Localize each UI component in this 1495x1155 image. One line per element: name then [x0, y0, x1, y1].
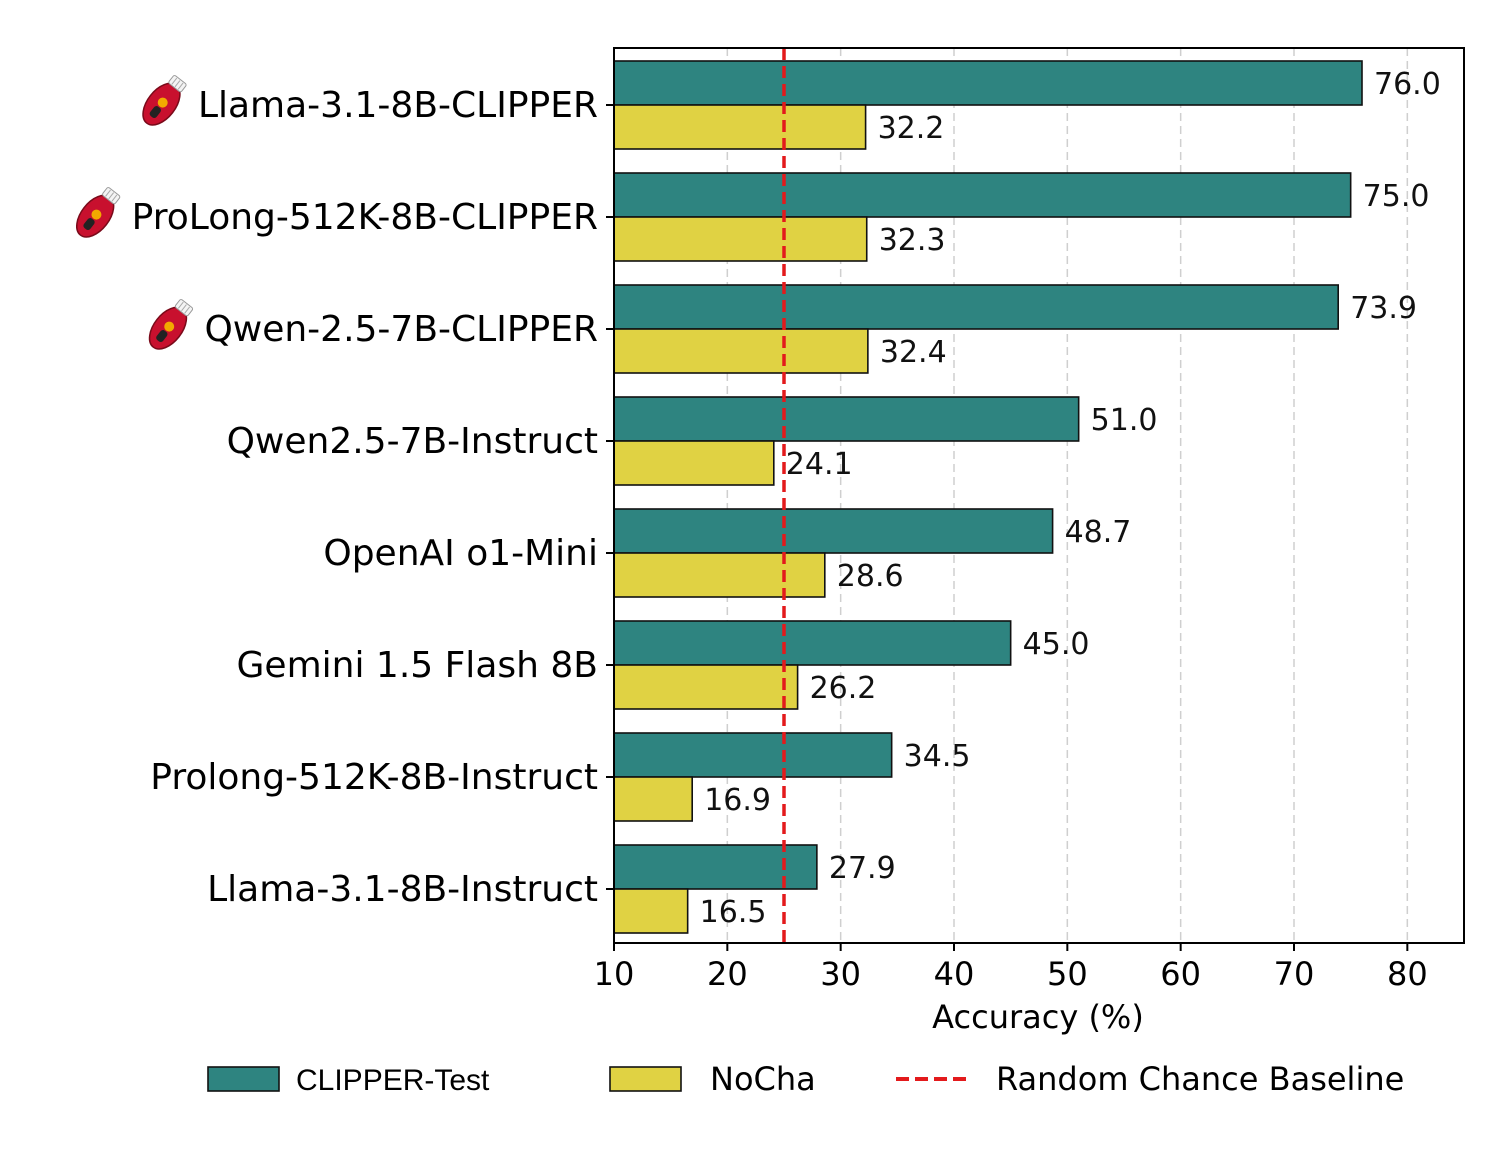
category-label: OpenAI o1-Mini — [323, 533, 598, 574]
category-label: Qwen2.5-7B-Instruct — [227, 421, 598, 462]
y-axis: Llama-3.1-8B-CLIPPER ProLong-512K-8B-CLIP… — [76, 75, 614, 910]
value-label: 48.7 — [1065, 515, 1132, 550]
value-labels: 76.0 75.0 73.9 51.0 48.7 45.0 34.5 27.9 32.2 32.3… — [700, 67, 1441, 930]
value-label: 34.5 — [904, 739, 971, 774]
x-tick-label: 50 — [1047, 955, 1088, 993]
value-label: 73.9 — [1350, 291, 1417, 326]
value-label: 32.3 — [879, 223, 946, 258]
x-tick-label: 40 — [934, 955, 975, 993]
clipper-icon — [148, 299, 194, 350]
plot-frame — [613, 47, 1465, 944]
category-label: Llama-3.1-8B-CLIPPER — [198, 85, 598, 126]
category-label: Gemini 1.5 Flash 8B — [237, 645, 598, 686]
value-label: 76.0 — [1374, 67, 1441, 102]
value-label: 51.0 — [1091, 403, 1158, 438]
bar-clipper-test — [613, 508, 1054, 554]
value-label: 26.2 — [810, 671, 877, 706]
legend-swatch — [609, 1066, 682, 1092]
legend-label: CLIPPER-Test — [296, 1064, 490, 1097]
value-label: 45.0 — [1023, 627, 1090, 662]
category-label: ProLong-512K-8B-CLIPPER — [132, 197, 598, 238]
x-tick-label: 10 — [594, 955, 635, 993]
bar-nocha — [613, 776, 693, 822]
clipper-icon — [76, 187, 121, 238]
bar-nocha — [613, 440, 775, 486]
legend-label: NoCha — [710, 1060, 816, 1098]
bar-nocha — [613, 328, 869, 374]
legend-label: Random Chance Baseline — [996, 1060, 1404, 1098]
value-label: 24.1 — [786, 447, 853, 482]
value-label: 16.9 — [704, 783, 771, 818]
bar-nocha — [613, 104, 867, 150]
bar-clipper-test — [613, 172, 1352, 218]
x-tick-label: 20 — [707, 955, 748, 993]
value-label: 27.9 — [829, 851, 896, 886]
clipper-icon — [142, 75, 187, 126]
bar-clipper-test — [613, 284, 1340, 330]
value-label: 16.5 — [700, 895, 767, 930]
legend-swatch — [207, 1066, 280, 1092]
category-label: Llama-3.1-8B-Instruct — [207, 869, 598, 910]
bar-nocha — [613, 888, 689, 934]
bar-clipper-test — [613, 396, 1080, 442]
value-label: 28.6 — [837, 559, 904, 594]
bar-clipper-test — [613, 620, 1012, 666]
category-label: Prolong-512K-8B-Instruct — [150, 757, 598, 798]
bar-nocha — [613, 216, 868, 262]
x-axis: 10 20 30 40 50 60 70 80 — [594, 943, 1428, 993]
x-axis-title: Accuracy (%) — [932, 998, 1144, 1036]
bar-nocha — [613, 552, 826, 598]
bar-clipper-test — [613, 60, 1363, 106]
legend: CLIPPER-Test NoCha Random Chance Baseline — [207, 1060, 1404, 1098]
x-tick-label: 70 — [1274, 955, 1315, 993]
value-label: 75.0 — [1363, 179, 1430, 214]
value-label: 32.2 — [878, 111, 945, 146]
bar-clipper-test — [613, 732, 893, 778]
x-tick-label: 80 — [1387, 955, 1428, 993]
value-label: 32.4 — [880, 335, 947, 370]
bar-clipper-test — [613, 844, 818, 890]
x-tick-label: 30 — [820, 955, 861, 993]
bars — [613, 60, 1363, 934]
category-label: Qwen-2.5-7B-CLIPPER — [204, 309, 598, 350]
x-tick-label: 60 — [1160, 955, 1201, 993]
bar-nocha — [613, 664, 799, 710]
